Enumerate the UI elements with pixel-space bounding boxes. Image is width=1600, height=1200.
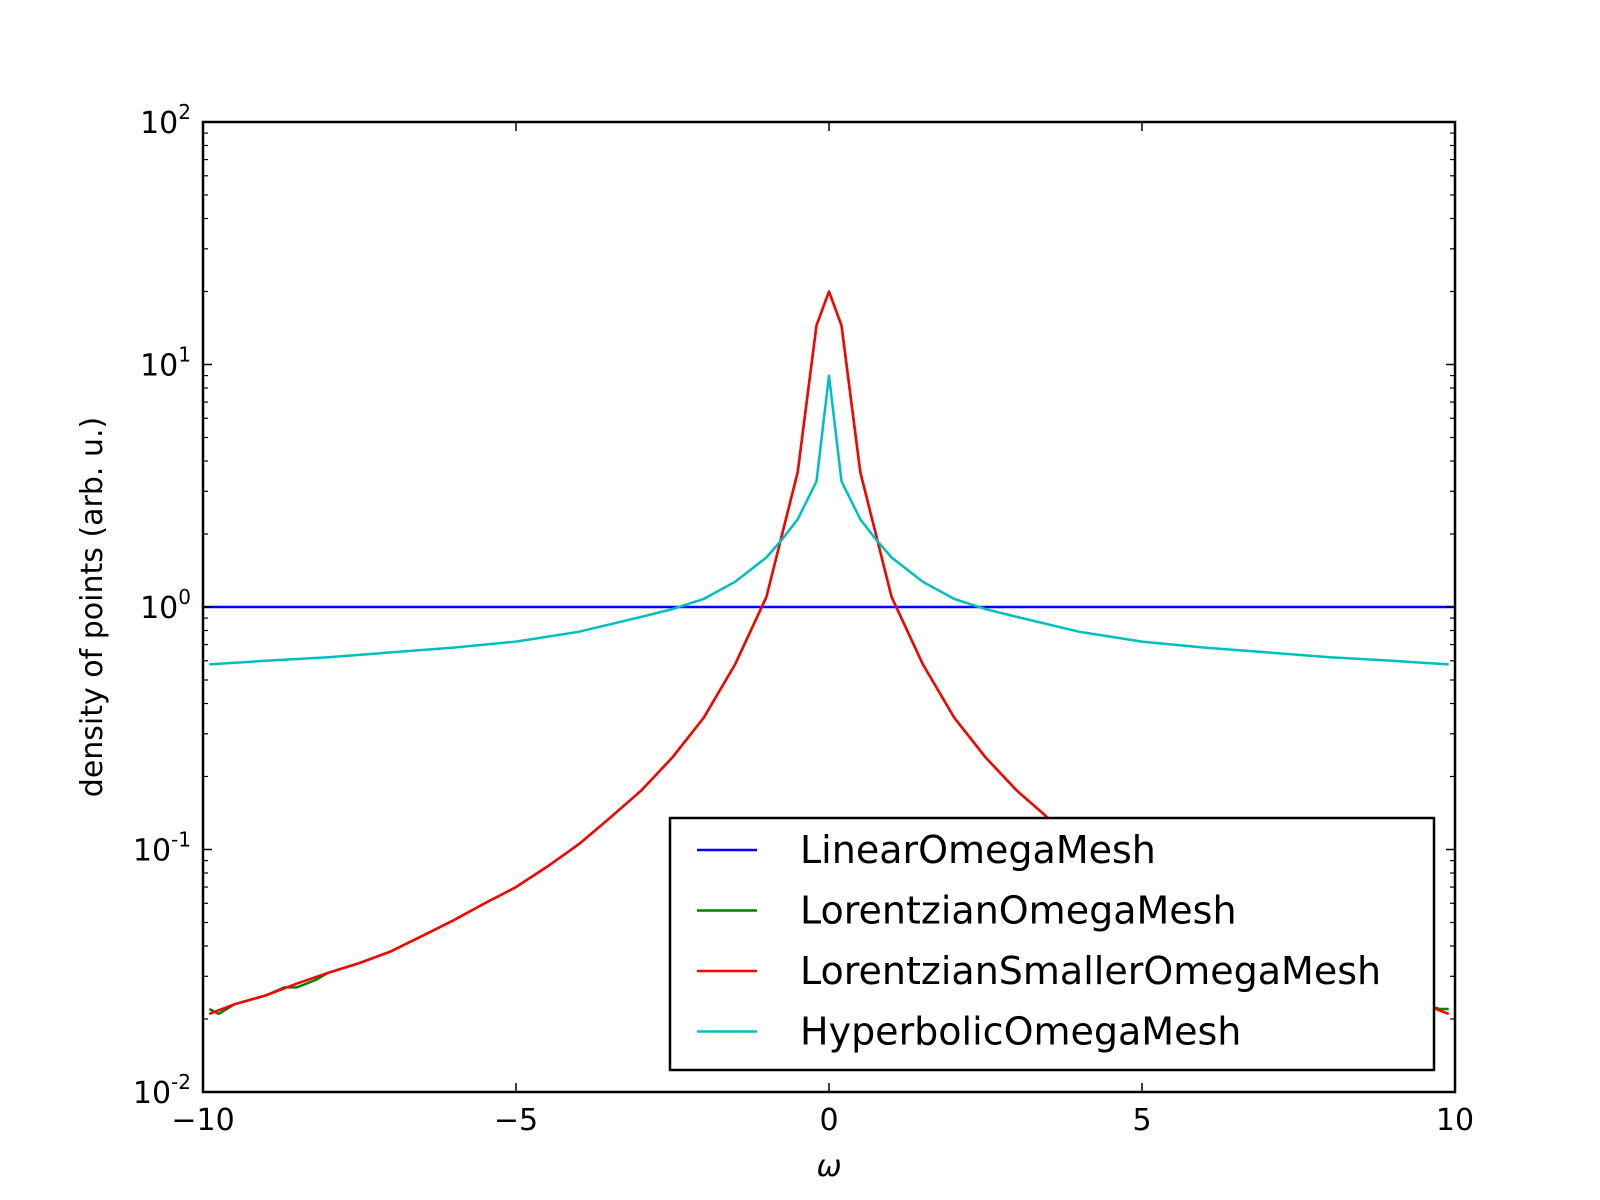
y-tick-label-2: 100 [140, 585, 191, 626]
y-tick-labels: 10-2 10-1 100 101 102 [133, 100, 191, 1111]
y-tick-label-4: 102 [140, 100, 191, 141]
legend: LinearOmegaMesh LorentzianOmegaMesh Lorent… [668, 816, 1436, 1072]
y-tick-label-0: 10-2 [133, 1070, 191, 1111]
x-axis-label: ω [816, 1149, 841, 1184]
x-tick-label-3: 5 [1132, 1103, 1151, 1138]
legend-label-1: LorentzianOmegaMesh [800, 889, 1237, 933]
legend-label-0: LinearOmegaMesh [800, 828, 1156, 872]
x-tick-label-4: 10 [1436, 1103, 1474, 1138]
plot-frame [201, 120, 1457, 1094]
legend-label-3: HyperbolicOmegaMesh [800, 1010, 1241, 1054]
legend-entries: LinearOmegaMesh LorentzianOmegaMesh Lorent… [697, 828, 1381, 1054]
y-tick-label-3: 101 [140, 343, 191, 384]
legend-label-2: LorentzianSmallerOmegaMesh [800, 949, 1381, 993]
x-tick-labels: −10 −5 0 5 10 [171, 1103, 1474, 1138]
y-axis-label: density of points (arb. u.) [75, 417, 110, 797]
legend-frame [668, 816, 1436, 1072]
series-line-3 [209, 374, 1449, 666]
x-tick-label-1: −5 [494, 1103, 538, 1138]
x-tick-label-2: 0 [819, 1103, 838, 1138]
y-tick-label-1: 10-1 [133, 828, 191, 869]
x-tick-label-0: −10 [171, 1103, 234, 1138]
